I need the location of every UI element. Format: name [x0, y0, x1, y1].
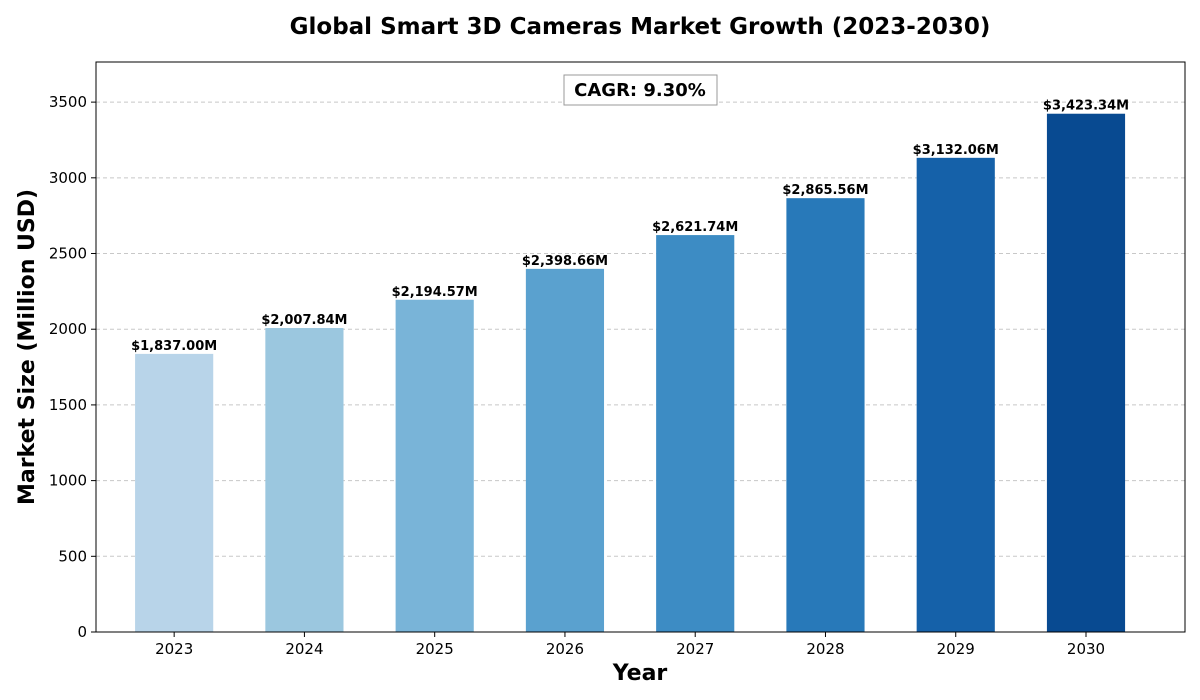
y-axis-ticks: 0 500 1000 1500 2000 2500 3000 3500 [49, 93, 96, 641]
bar-value-label-2023: $1,837.00M [131, 339, 217, 354]
bar-2028 [786, 198, 865, 632]
x-tick-label: 2028 [806, 640, 844, 658]
x-tick-label: 2029 [937, 640, 975, 658]
y-tick-label: 0 [77, 623, 87, 641]
x-axis-label: Year [612, 661, 668, 686]
x-tick-label: 2023 [155, 640, 193, 658]
y-tick-label: 500 [58, 547, 87, 565]
x-tick-label: 2026 [546, 640, 584, 658]
y-tick-label: 2000 [49, 320, 87, 338]
bar-value-label-2028: $2,865.56M [782, 183, 868, 198]
bar-value-label-2027: $2,621.74M [652, 220, 738, 235]
bars [135, 113, 1126, 633]
bar-value-label-2029: $3,132.06M [913, 143, 999, 158]
cagr-annotation: CAGR: 9.30% [563, 74, 718, 106]
bar-2025 [395, 299, 474, 632]
bar-value-label-2026: $2,398.66M [522, 254, 608, 269]
chart-title: Global Smart 3D Cameras Market Growth (2… [290, 14, 991, 40]
bar-2024 [265, 328, 344, 632]
plot-area-frame [95, 61, 1186, 633]
y-tick-label: 3000 [49, 169, 87, 187]
bar-2027 [656, 235, 735, 632]
bar-2026 [525, 268, 605, 632]
y-tick-label: 2500 [49, 245, 87, 263]
bar-2023 [135, 353, 214, 632]
x-tick-label: 2027 [676, 640, 714, 658]
cagr-box [563, 74, 718, 106]
bar-value-labels: $1,837.00M $2,007.84M $2,194.57M $2,398.66M… [131, 99, 1129, 354]
bar-2029 [916, 157, 995, 632]
bar-value-label-2024: $2,007.84M [261, 313, 347, 328]
bar-value-label-2030: $3,423.34M [1043, 99, 1129, 114]
bar-value-label-2025: $2,194.57M [392, 285, 478, 300]
y-tick-label: 1000 [49, 472, 87, 490]
grid-lines [96, 101, 1185, 557]
x-tick-label: 2024 [285, 640, 323, 658]
x-tick-label: 2030 [1067, 640, 1105, 658]
y-tick-label: 3500 [49, 93, 87, 111]
x-tick-label: 2025 [416, 640, 454, 658]
x-axis-ticks: 2023 2024 2025 2026 2027 2028 2029 2030 [155, 632, 1105, 658]
cagr-label: CAGR: 9.30% [574, 80, 706, 101]
bar-2030 [1046, 113, 1126, 633]
y-axis-label: Market Size (Million USD) [15, 189, 40, 505]
y-tick-label: 1500 [49, 396, 87, 414]
